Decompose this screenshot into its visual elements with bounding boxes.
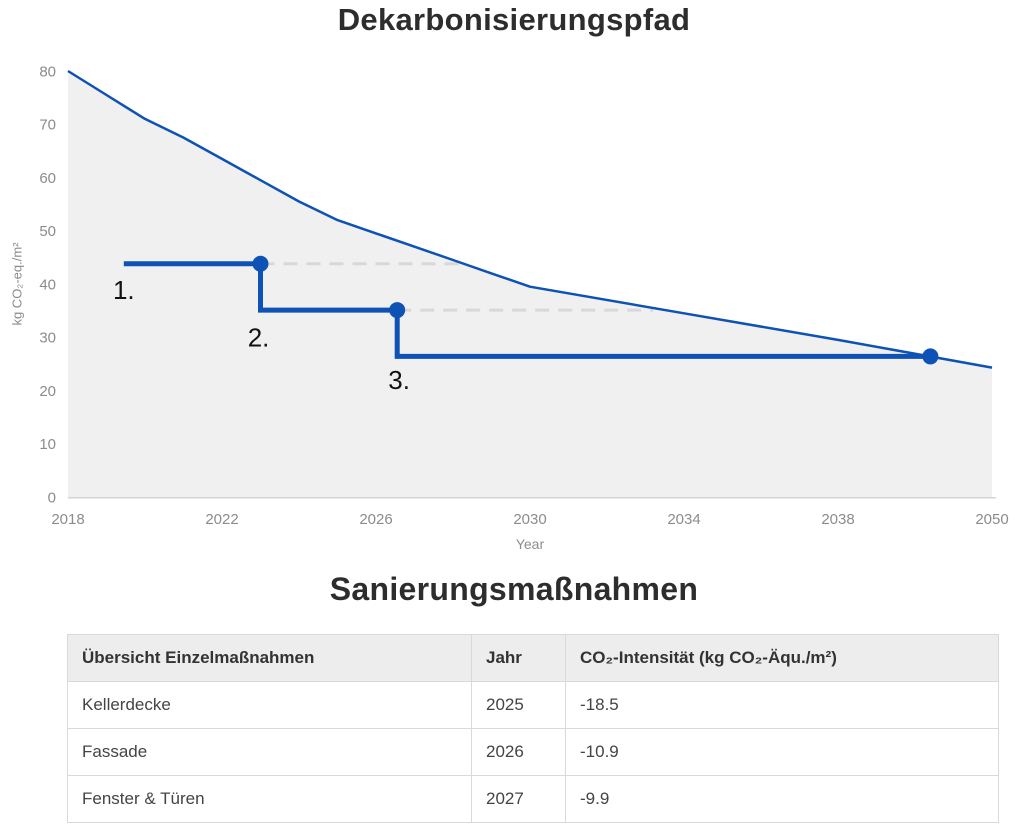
y-tick-label: 40 [39,276,56,293]
y-tick-label: 10 [39,436,56,453]
table-header-row: Übersicht Einzelmaßnahmen Jahr CO₂-Intensi… [67,634,999,682]
column-header: CO₂-Intensität (kg CO₂-Äqu./m²) [565,634,999,682]
y-tick-label: 30 [39,330,56,347]
x-tick-label: 2038 [821,511,854,528]
table-title: Sanierungsmaßnahmen [329,571,699,607]
decarbonization-line-chart: 2018 2022 2026 2030 2034 2038 2050Year01020304… [10,63,1009,552]
column-header: Übersicht Einzelmaßnahmen [67,634,472,682]
x-tick-label: 2030 [513,511,546,528]
table-row: Kellerdecke 2025 -18.5 [67,681,999,729]
y-tick-label: 60 [39,170,56,187]
column-header: Jahr [471,634,566,682]
x-tick-label: 2026 [359,511,392,528]
renovation-measures-section: Sanierungsmaßnahmen Übersicht Einzelmaßn… [0,570,1028,823]
target-curve-area-fill [68,71,992,497]
table-row: Fassade 2026 -10.9 [67,728,999,776]
renovation-step-line [123,261,931,359]
chart-title: Dekarbonisierungspfad [337,2,691,37]
decarbonization-chart-section: Dekarbonisierungspfad 2018 2022 2026 2030 20… [10,2,1009,552]
table-cell: -9.9 [565,775,999,823]
x-tick-label: 2034 [667,511,700,528]
step-number-label: 1. [113,275,135,305]
step-marker [922,348,939,365]
y-axis-label: kg CO₂-eq./m² [10,242,25,326]
x-axis-label: Year [516,536,545,552]
x-tick-label: 2018 [51,511,84,528]
step-marker [389,302,406,319]
table-cell: 2025 [471,681,566,729]
table-row: Fenster & Türen 2027 -9.9 [67,775,999,823]
measures-table: Übersicht Einzelmaßnahmen Jahr CO₂-Intensi… [67,634,999,823]
y-tick-label: 70 [39,117,56,134]
table-cell: Fassade [67,728,472,776]
y-tick-label: 80 [39,63,56,80]
table-cell: Fenster & Türen [67,775,472,823]
table-cell: -18.5 [565,681,999,729]
step-marker [252,255,269,272]
y-tick-label: 50 [39,223,56,240]
x-tick-label: 2050 [975,511,1008,528]
step-number-label: 2. [248,322,270,352]
decarbonization-target-curve [67,69,993,369]
x-tick-label: 2022 [205,511,238,528]
step-number-label: 3. [388,365,410,395]
table-cell: Kellerdecke [67,681,472,729]
table-cell: -10.9 [565,728,999,776]
y-tick-label: 0 [48,489,56,506]
y-tick-label: 20 [39,383,56,400]
table-cell: 2027 [471,775,566,823]
table-cell: 2026 [471,728,566,776]
